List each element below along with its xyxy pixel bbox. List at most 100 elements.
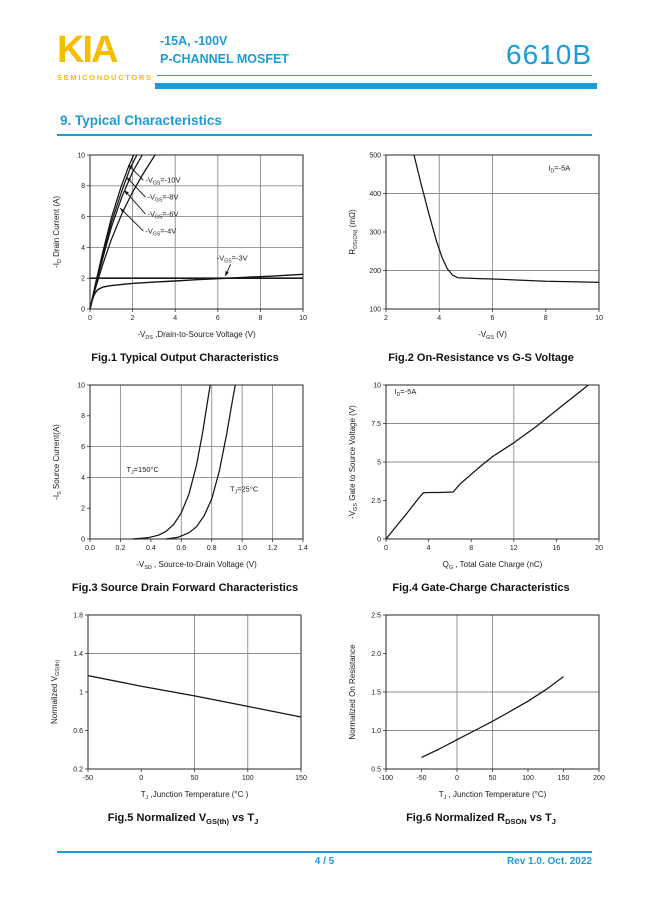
device-summary: -15A, -100V P-CHANNEL MOSFET (160, 32, 289, 68)
fig6-plot: -100 -50 0 50 100 150 200 0.5 1.0 1.5 2.0 2.5 TJ , J… (348, 612, 605, 801)
svg-text:0: 0 (139, 775, 143, 782)
section-rule (57, 134, 592, 136)
y-axis-label: Normalized On Resistance (348, 644, 357, 740)
svg-text:8: 8 (544, 315, 548, 322)
series (89, 154, 304, 310)
svg-text:0.4: 0.4 (146, 545, 156, 552)
y-axis-label: -IS Source Current(A) (52, 424, 63, 500)
svg-text:100: 100 (522, 775, 534, 782)
svg-text:0: 0 (81, 536, 85, 543)
fig4-gate-charge: 0 4 8 12 16 20 0 2.5 5 7.5 10 QG , Total Gate Charg… (346, 378, 616, 594)
svg-text:1.0: 1.0 (371, 728, 381, 735)
series-normalized-vgsth (87, 674, 302, 718)
svg-text:0.6: 0.6 (176, 545, 186, 552)
svg-text:-50: -50 (416, 775, 426, 782)
y-axis: 0.5 1.0 1.5 2.0 2.5 (371, 612, 386, 773)
y-axis-label: -VGS Gate to Source Voltage (V) (348, 405, 359, 519)
series-TJ=150°C (132, 384, 211, 540)
gridlines (386, 155, 599, 309)
svg-text:400: 400 (369, 191, 381, 198)
svg-text:0.0: 0.0 (85, 545, 95, 552)
svg-text:200: 200 (369, 268, 381, 275)
svg-text:500: 500 (369, 152, 381, 159)
svg-text:150: 150 (558, 775, 570, 782)
plot-border (89, 154, 304, 310)
fig2-on-resistance: 2 4 6 8 10 100 200 300 400 500 -VGS (V) RDS(ON) (mΩ… (346, 148, 616, 364)
fig2-caption: Fig.2 On-Resistance vs G-S Voltage (388, 352, 574, 364)
footer-rule (57, 851, 592, 853)
svg-text:0: 0 (377, 536, 381, 543)
series (421, 676, 564, 758)
y-axis: 0 2.5 5 7.5 10 (371, 382, 386, 543)
annotation-label: -VGS=-10V (145, 176, 180, 187)
annotation-arrowhead (225, 271, 229, 276)
svg-text:4: 4 (81, 475, 85, 482)
series-RDS(ON) (413, 154, 600, 284)
series-normalized-rdson (421, 676, 564, 758)
svg-text:0.2: 0.2 (116, 545, 126, 552)
svg-text:8: 8 (81, 413, 85, 420)
annotation-label: -VGS=-4V (145, 227, 176, 238)
svg-text:2: 2 (384, 315, 388, 322)
svg-text:6: 6 (216, 315, 220, 322)
annotation-label: -VGS=-6V (148, 210, 179, 221)
annotations: -VGS=-10V -VGS=-8V -VGS=-6V -VGS=-4V -VGS=-3… (119, 164, 248, 277)
series (132, 384, 236, 540)
gridlines (90, 385, 303, 539)
gridlines (386, 385, 599, 539)
fig5-plot: -50 0 50 100 150 0.2 0.6 1 1.4 1.8 TJ ,Junction Te… (50, 612, 307, 801)
annotation-arrowhead (124, 190, 129, 196)
svg-text:1: 1 (79, 689, 83, 696)
svg-text:7.5: 7.5 (371, 421, 381, 428)
series-TJ=25°C (166, 384, 236, 540)
svg-text:0: 0 (88, 315, 92, 322)
annotation-label: ID=-5A (548, 163, 570, 174)
svg-text:16: 16 (553, 545, 561, 552)
y-axis-label: RDS(ON) (mΩ) (348, 209, 359, 255)
y-axis: 100 200 300 400 500 (369, 152, 386, 313)
svg-text:4: 4 (173, 315, 177, 322)
svg-text:100: 100 (242, 775, 254, 782)
fig3-source-drain-forward: 0.0 0.2 0.4 0.6 0.8 1.0 1.2 1.4 0 2 4 6 8 10 -VSD , So… (50, 378, 320, 594)
section-title: 9. Typical Characteristics (60, 113, 222, 128)
x-axis-label: -VGS (V) (478, 330, 507, 341)
svg-text:2.5: 2.5 (371, 612, 381, 619)
svg-text:0.5: 0.5 (371, 766, 381, 773)
svg-text:300: 300 (369, 229, 381, 236)
part-number: 6610B (506, 39, 592, 70)
x-axis: -100 -50 0 50 100 150 200 (379, 769, 605, 782)
x-axis-label: TJ , Junction Temperature (°C) (439, 790, 547, 801)
svg-text:8: 8 (469, 545, 473, 552)
series--VGS=-4V (89, 154, 156, 310)
annotation-arrowhead (120, 208, 125, 213)
annotation-label: ID=-5A (395, 387, 417, 398)
device-type: P-CHANNEL MOSFET (160, 52, 289, 67)
annotations: ID=-5A (548, 163, 570, 174)
annotations: ID=-5A (395, 387, 417, 398)
annotation-label: -VGS=-8V (148, 193, 179, 204)
y-axis: 0.2 0.6 1 1.4 1.8 (73, 612, 88, 773)
svg-text:2.0: 2.0 (371, 651, 381, 658)
annotation-label: -VGS=-3V (217, 253, 248, 264)
y-axis: 0 2 4 6 8 10 (77, 152, 90, 313)
svg-text:2: 2 (81, 506, 85, 513)
svg-text:4: 4 (427, 545, 431, 552)
gridlines (90, 155, 303, 309)
fig5-caption: Fig.5 Normalized VGS(th) vs TJ (107, 812, 259, 827)
page-number: 4 / 5 (314, 856, 335, 867)
logo-text: KIA (57, 29, 118, 71)
svg-text:10: 10 (595, 315, 603, 322)
svg-text:2: 2 (81, 276, 85, 283)
fig5-normalized-vgsth: -50 0 50 100 150 0.2 0.6 1 1.4 1.8 TJ ,Junction Te… (48, 608, 318, 826)
series (87, 674, 302, 718)
svg-text:100: 100 (369, 306, 381, 313)
svg-text:20: 20 (595, 545, 603, 552)
x-axis-label: -VSD , Source-to-Drain Voltage (V) (136, 560, 257, 571)
fig1-output-characteristics: 0 2 4 6 8 10 0 2 4 6 8 10 -VDS ,Drain-to-Source Volt… (50, 148, 320, 364)
annotation-label: TJ=25°C (230, 484, 259, 495)
svg-text:1.4: 1.4 (73, 651, 83, 658)
svg-text:6: 6 (81, 444, 85, 451)
svg-text:0: 0 (384, 545, 388, 552)
x-axis: 2 4 6 8 10 (384, 309, 603, 322)
header-rule-thick (155, 83, 597, 89)
